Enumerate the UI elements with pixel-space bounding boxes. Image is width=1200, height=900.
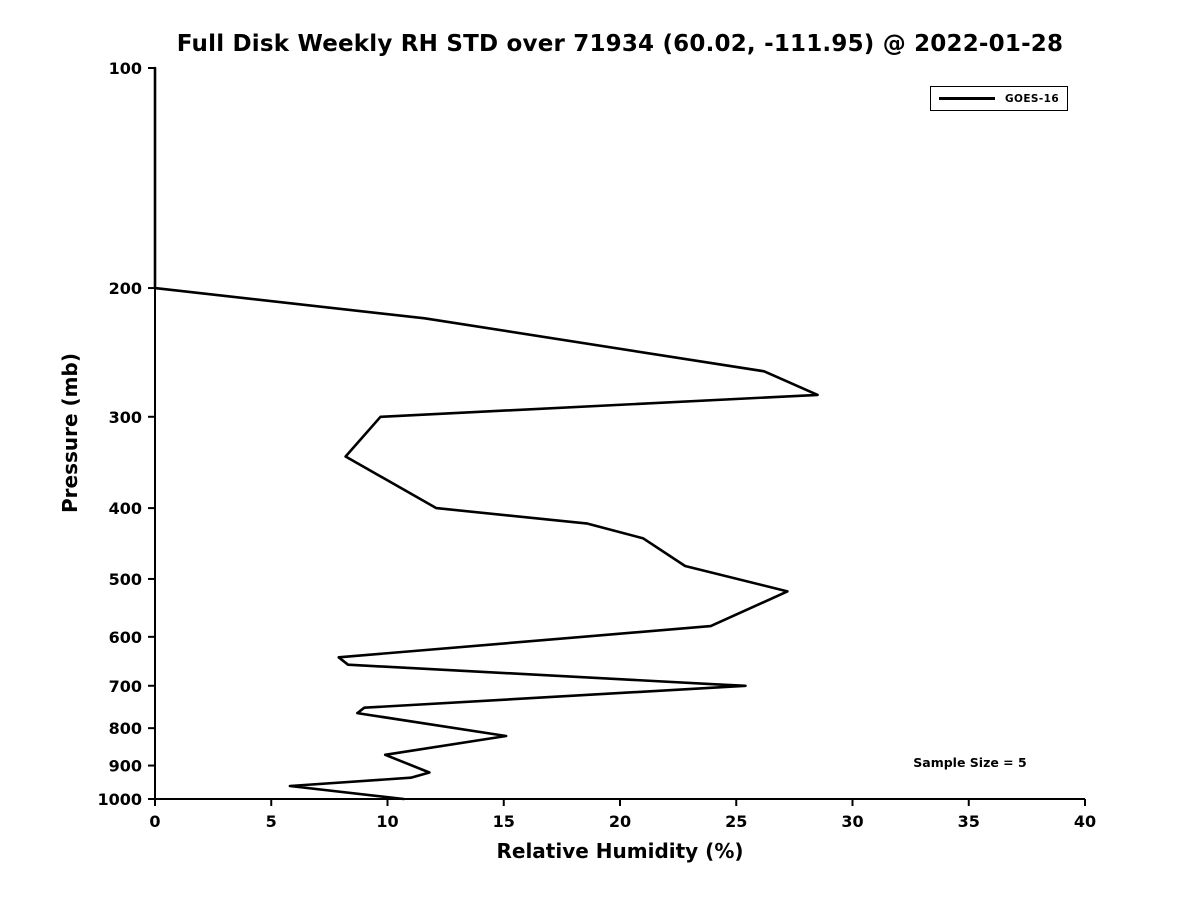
y-tick-label: 100 (109, 59, 142, 78)
y-tick-label: 700 (109, 677, 142, 696)
series-line-goes-16 (153, 66, 819, 801)
x-tick-label: 5 (266, 812, 277, 831)
x-tick-label: 35 (958, 812, 980, 831)
x-tick-label: 40 (1074, 812, 1096, 831)
legend-label: GOES-16 (1005, 92, 1060, 105)
y-tick-label: 900 (109, 757, 142, 776)
x-tick-label: 15 (493, 812, 515, 831)
x-tick-label: 25 (725, 812, 747, 831)
x-tick-label: 10 (376, 812, 398, 831)
y-tick-label: 1000 (97, 790, 142, 809)
x-tick-label: 30 (841, 812, 863, 831)
y-tick-label: 600 (109, 628, 142, 647)
y-tick-label: 400 (109, 499, 142, 518)
x-tick-label: 0 (149, 812, 160, 831)
chart-title: Full Disk Weekly RH STD over 71934 (60.0… (176, 31, 1064, 57)
legend-line-sample (939, 97, 995, 100)
x-tick-label: 20 (609, 812, 631, 831)
y-axis-label: Pressure (mb) (58, 353, 82, 513)
legend: GOES-16 (930, 86, 1068, 111)
y-tick-label: 800 (109, 719, 142, 738)
y-tick-label: 200 (109, 279, 142, 298)
sample-size-annotation: Sample Size = 5 (913, 755, 1027, 770)
y-tick-label: 300 (109, 408, 142, 427)
y-tick-label: 500 (109, 570, 142, 589)
x-axis-label: Relative Humidity (%) (496, 839, 744, 863)
